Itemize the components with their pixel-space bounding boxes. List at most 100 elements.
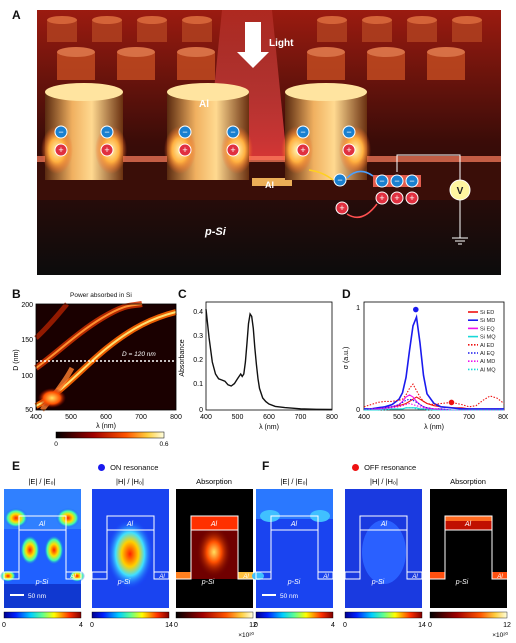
colorbar-tick: 12 xyxy=(249,622,257,629)
panel-a-illustration: − + − + − + − + − + − + Light Al Al p-Si… xyxy=(37,10,501,275)
panel-f-resonance-legend: OFF resonance xyxy=(352,462,416,472)
panel-f-psi-label: p-Si xyxy=(371,579,385,586)
legend-label: Al ED xyxy=(480,343,494,349)
panel-c-letter: C xyxy=(178,287,187,301)
panel-f-h-colorbar xyxy=(344,611,423,619)
panel-c-ytick: 0.2 xyxy=(193,357,203,364)
panel-f-al-label: Al xyxy=(464,521,472,528)
colorbar-tick: 12 xyxy=(503,622,511,629)
panel-b-ytick: 150 xyxy=(21,337,33,344)
panel-e-al-label: Al xyxy=(126,521,134,528)
svg-text:+: + xyxy=(300,145,305,155)
panel-c-xlabel: λ (nm) xyxy=(259,424,279,431)
panel-e-al-label: Al xyxy=(38,521,46,528)
panel-b-ytick: 50 xyxy=(25,407,33,414)
panel-c-xtick: 800 xyxy=(326,414,338,421)
panel-f-scalebar-label: 50 nm xyxy=(280,593,298,600)
panel-e-absorption-title: Absorption xyxy=(196,477,232,486)
light-label: Light xyxy=(269,38,294,49)
panel-f-letter: F xyxy=(262,459,270,473)
panel-c-ytick: 0.4 xyxy=(193,309,203,316)
panel-d-ytick: 0 xyxy=(356,407,360,414)
panel-f-absorption-title: Absorption xyxy=(450,477,486,486)
foreground-pillar-center xyxy=(164,83,253,180)
panel-c-ylabel: Absorbance xyxy=(179,339,186,376)
panel-e-letter: E xyxy=(12,459,21,473)
panel-d-xtick: 600 xyxy=(428,414,440,421)
psi-label: p-Si xyxy=(204,226,227,238)
panel-f-scale-bar xyxy=(262,594,276,596)
svg-text:−: − xyxy=(379,176,384,186)
panel-e-absorption-map: Al Al p-Si xyxy=(176,489,253,608)
on-resonance-marker xyxy=(413,306,419,313)
panel-f-al-label: Al xyxy=(496,574,503,580)
colorbar-tick: 0 xyxy=(2,622,6,629)
panel-d-xtick: 500 xyxy=(393,414,405,421)
panel-c-ytick: 0 xyxy=(199,407,203,414)
panel-e-e-colorbar xyxy=(3,611,82,619)
panel-e-al-label: Al xyxy=(69,574,76,580)
panel-b-ytick: 200 xyxy=(21,302,33,309)
svg-text:−: − xyxy=(58,127,63,137)
junction-schematic: − − − − + + + + xyxy=(308,169,421,219)
panel-f-al-label: Al xyxy=(322,574,329,580)
panel-e-h-field-title: |H| / |H₀| xyxy=(116,477,144,486)
series-line-al-mq xyxy=(364,407,504,411)
panel-f-e-field-map: Al Al p-Si 50 nm xyxy=(252,489,334,608)
colorbar-tick: 0 xyxy=(343,622,347,629)
light-arrow-icon xyxy=(237,22,269,68)
off-resonance-label: OFF resonance xyxy=(364,462,417,472)
panel-e-resonance-legend: ON resonance xyxy=(98,462,158,472)
panel-f-absorption-colorbar xyxy=(429,611,508,619)
legend-label: Al MD xyxy=(480,359,495,365)
voltmeter-icon xyxy=(449,179,471,201)
panel-f-psi-label: p-Si xyxy=(287,579,301,586)
svg-text:+: + xyxy=(104,145,109,155)
absorbance-series-line xyxy=(205,309,333,411)
panel-e-e-field-map: Al Al p-Si 50 nm xyxy=(0,489,85,608)
voltmeter-circuit: V xyxy=(396,154,471,245)
panel-f-psi-label: p-Si xyxy=(455,579,469,586)
field-maps: |E| / |E₀| |H| / |H₀| Absorption Al Al p… xyxy=(0,477,511,639)
svg-text:−: − xyxy=(346,127,351,137)
panel-e-absorption-colorbar xyxy=(175,611,254,619)
panel-b-colorbar xyxy=(55,431,165,439)
voltmeter-label: V xyxy=(457,186,464,197)
off-resonance-dot-icon xyxy=(352,463,359,471)
series-line-al-md xyxy=(364,402,504,411)
background-pillars xyxy=(47,16,482,80)
panel-e-al-label: Al xyxy=(242,574,249,580)
panel-c-ytick: 0.3 xyxy=(193,333,203,340)
panel-c-ytick: 0.1 xyxy=(193,381,203,388)
panel-b-colorbar-tick: 0 xyxy=(54,441,58,448)
panel-e-psi-label: p-Si xyxy=(35,579,49,586)
panel-e-scale-bar xyxy=(10,594,24,596)
panel-f-al-label: Al xyxy=(411,574,418,580)
panel-c-absorbance-chart: 0.4 0.3 0.2 0.1 0 Absorbance 400 500 600… xyxy=(179,301,338,431)
svg-text:+: + xyxy=(409,193,414,203)
panel-d-xlabel: λ (nm) xyxy=(424,424,444,431)
series-line-si-md xyxy=(364,313,504,410)
panel-e-e-field-title: |E| / |E₀| xyxy=(28,477,55,486)
panel-e-al-label: Al xyxy=(158,574,165,580)
al-bottom-contact xyxy=(252,178,292,186)
panel-b-xtick: 500 xyxy=(65,414,77,421)
legend-label: Si ED xyxy=(480,310,494,316)
charge-markers: − + − + − + − + − + − + xyxy=(54,125,356,157)
svg-text:+: + xyxy=(339,203,344,213)
panel-b-ylabel: D (nm) xyxy=(13,349,20,370)
svg-text:+: + xyxy=(182,145,187,155)
panel-b-xtick: 700 xyxy=(135,414,147,421)
svg-text:+: + xyxy=(346,145,351,155)
al-top-label: Al xyxy=(199,99,209,110)
legend-label: Si MD xyxy=(480,318,495,324)
panel-d-ylabel: σ (a.u.) xyxy=(343,347,350,370)
colorbar-exponent: ×10²⁰ xyxy=(492,631,508,639)
svg-text:+: + xyxy=(379,193,384,203)
on-resonance-dot-icon xyxy=(98,463,105,471)
panel-b-heatmap-chart: D = 120 nm 200 150 100 50 D (nm) 400 500… xyxy=(13,301,182,448)
svg-text:−: − xyxy=(104,127,109,137)
panel-d-letter: D xyxy=(342,287,351,301)
panel-d-xtick: 400 xyxy=(358,414,370,421)
panel-f-h-field-title: |H| / |H₀| xyxy=(370,477,398,486)
